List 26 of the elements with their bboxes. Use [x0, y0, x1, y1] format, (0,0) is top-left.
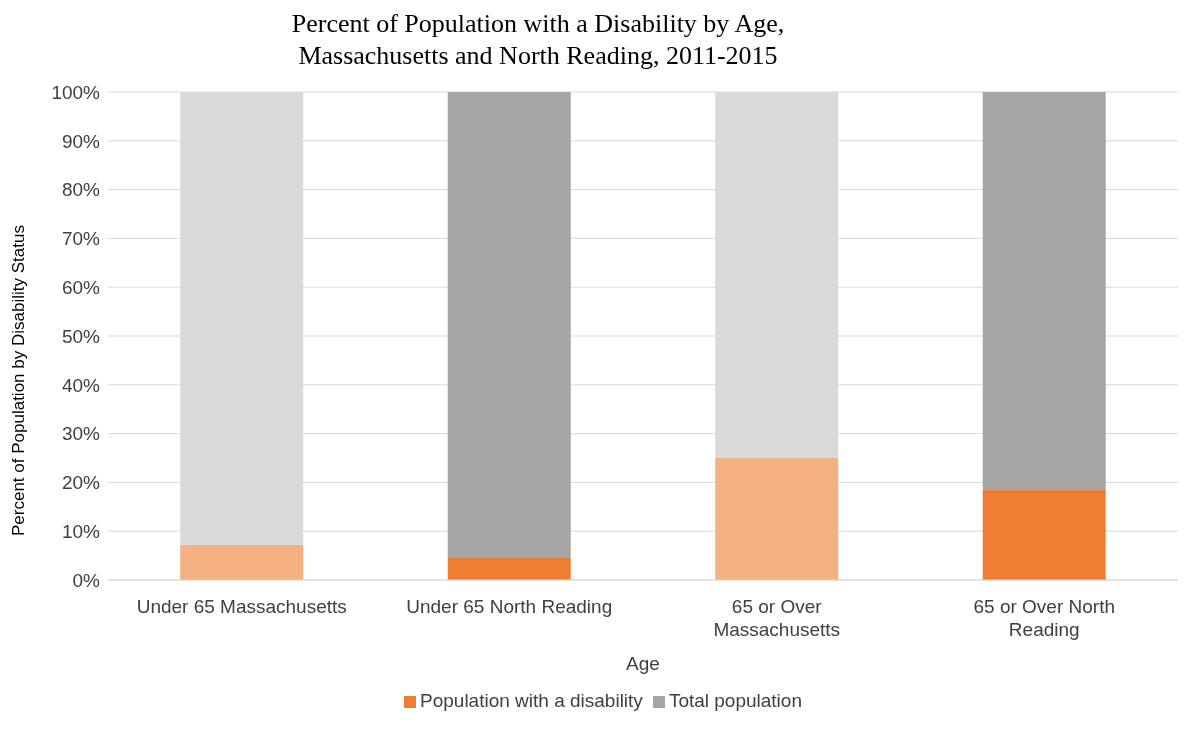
x-tick-label: 65 or Over Massachusetts — [713, 596, 841, 640]
y-tick-label: 30% — [61, 423, 101, 445]
bar — [180, 544, 304, 580]
legend-label: Total population — [668, 690, 802, 711]
y-tick-label: 90% — [61, 130, 101, 152]
y-axis-title: Percent of Population by Disability Status — [9, 225, 29, 536]
y-tick-label: 0% — [72, 569, 101, 591]
bar — [982, 92, 1106, 490]
y-tick-label: 60% — [61, 276, 101, 298]
y-tick-label: 70% — [61, 228, 101, 250]
bar — [715, 457, 839, 580]
y-tick-label: 10% — [61, 520, 101, 542]
y-tick-label: 80% — [61, 179, 101, 201]
x-tick-label: 65 or Over North Reading — [973, 596, 1115, 640]
x-tick-label: Under 65 Massachusetts — [136, 596, 347, 617]
y-tick-label: 20% — [61, 472, 101, 494]
x-tick-label: Under 65 North Reading — [406, 596, 613, 617]
chart-title: Percent of Population with a Disability by Age, Massachusetts and North Reading, 2011-2015 — [290, 8, 786, 72]
legend-label: Population with a disability — [420, 690, 643, 711]
x-axis-title: Age — [626, 653, 660, 674]
y-tick-label: 50% — [61, 325, 101, 347]
y-tick-label: 100% — [51, 81, 101, 103]
bar — [447, 558, 571, 580]
y-tick-label: 40% — [61, 374, 101, 396]
bar — [447, 92, 571, 559]
bar — [982, 489, 1106, 580]
